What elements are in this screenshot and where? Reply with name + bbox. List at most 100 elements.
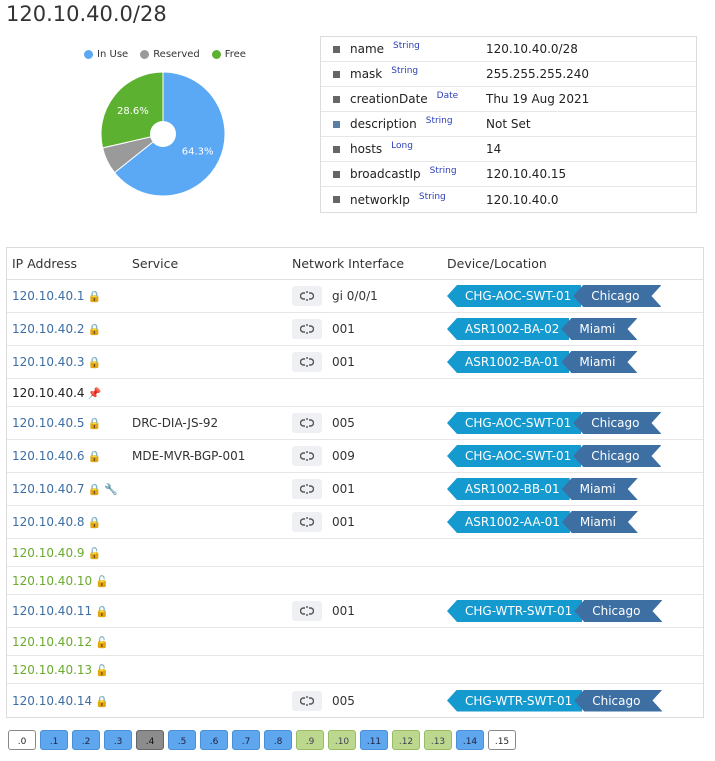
pager-cell-3[interactable]: .3 [104,730,132,750]
pager-cell-5[interactable]: .5 [168,730,196,750]
location-tag[interactable]: Chicago [574,600,662,622]
ip-address-link[interactable]: 120.10.40.8 [12,515,85,529]
interface-name: 001 [332,604,355,618]
location-tag[interactable]: Miami [562,478,638,500]
pager-cell-8[interactable]: .8 [264,730,292,750]
legend-dot-icon [211,50,221,59]
pager-cell-6[interactable]: .6 [200,730,228,750]
pager-cell-7[interactable]: .7 [232,730,260,750]
header-network-interface[interactable]: Network Interface [292,256,405,271]
interface-name: gi 0/0/1 [332,289,378,303]
property-row-networkip: networkIp String 120.10.40.0 [321,187,696,212]
property-type: String [429,166,457,176]
link-icon[interactable] [292,512,322,532]
link-icon[interactable] [292,479,322,499]
property-type: Long [391,141,413,151]
pager-cell-4[interactable]: .4 [136,730,164,750]
ip-address-link[interactable]: 120.10.40.12 [12,634,93,649]
location-tag[interactable]: Chicago [574,690,662,712]
ip-cell: 120.10.40.6 🔒 [12,449,101,463]
pager-cell-12[interactable]: .12 [392,730,420,750]
device-tag[interactable]: ASR1002-BB-01 [447,478,570,500]
table-row[interactable]: 120.10.40.2 🔒 001 ASR1002-BA-02 Miami [7,313,703,346]
device-location-cell: CHG-WTR-SWT-01 Chicago [447,600,662,622]
ip-cell: 120.10.40.5 🔒 [12,416,101,430]
legend-item-in-use[interactable]: In Use [84,49,128,60]
ip-address-link[interactable]: 120.10.40.11 [12,604,93,618]
device-tag[interactable]: CHG-WTR-SWT-01 [447,689,583,712]
ip-address-link[interactable]: 120.10.40.2 [12,322,85,336]
table-row[interactable]: 120.10.40.14 🔒 005 CHG-WTR-SWT-01 Chicago [7,684,703,717]
chart-legend: In Use Reserved Free [55,49,275,60]
ip-address-link[interactable]: 120.10.40.6 [12,449,85,463]
device-tag[interactable]: ASR1002-AA-01 [447,511,570,533]
ip-cell: 120.10.40.9 🔓 [12,546,101,560]
pager-cell-11[interactable]: .11 [360,730,388,750]
table-row[interactable]: 120.10.40.4 📌 [7,379,703,407]
pager-cell-0[interactable]: .0 [8,730,36,750]
pie-slice-free[interactable] [100,71,164,149]
pager-cell-13[interactable]: .13 [424,730,452,750]
link-icon[interactable] [292,352,322,372]
table-row[interactable]: 120.10.40.13 🔓 [7,656,703,684]
table-row[interactable]: 120.10.40.7 🔒 🔧 001 ASR1002-BB-01 Miami [7,473,703,506]
location-tag[interactable]: Chicago [573,285,661,307]
lock-icon: 🔒 [87,516,102,529]
link-icon[interactable] [292,413,322,433]
location-tag[interactable]: Miami [561,318,637,340]
ip-address-link[interactable]: 120.10.40.9 [12,545,85,560]
ip-address-link[interactable]: 120.10.40.14 [12,693,93,708]
header-ip-address[interactable]: IP Address [12,256,77,271]
link-icon[interactable] [292,319,322,339]
device-tag[interactable]: ASR1002-BA-02 [447,318,570,340]
ip-address-link[interactable]: 120.10.40.13 [12,662,93,677]
location-tag[interactable]: Miami [562,511,638,533]
table-row[interactable]: 120.10.40.11 🔒 001 CHG-WTR-SWT-01 Chicago [7,595,703,628]
property-row-creationdate: creationDate Date Thu 19 Aug 2021 [321,87,696,112]
table-row[interactable]: 120.10.40.6 🔒 MDE-MVR-BGP-001 009 CHG-AOC-SW… [7,440,703,473]
network-interface-cell: 001 [292,352,355,372]
ip-cell: 120.10.40.10 🔓 [12,574,109,588]
property-key: creationDate [350,92,428,106]
device-tag[interactable]: CHG-AOC-SWT-01 [447,445,582,467]
device-tag[interactable]: ASR1002-BA-01 [447,351,570,373]
device-location-cell: CHG-AOC-SWT-01 Chicago [447,445,661,467]
pager-cell-2[interactable]: .2 [72,730,100,750]
table-row[interactable]: 120.10.40.5 🔒 DRC-DIA-JS-92 005 CHG-AOC-SWT-… [7,407,703,440]
legend-item-free[interactable]: Free [211,49,246,60]
interface-name: 001 [332,355,355,369]
location-tag[interactable]: Chicago [573,445,661,467]
pager-cell-1[interactable]: .1 [40,730,68,750]
table-row[interactable]: 120.10.40.8 🔒 001 ASR1002-AA-01 Miami [7,506,703,539]
header-device-location[interactable]: Device/Location [447,256,547,271]
device-location-cell: ASR1002-BA-01 Miami [447,351,637,373]
table-row[interactable]: 120.10.40.10 🔓 [7,567,703,595]
table-row[interactable]: 120.10.40.9 🔓 [7,539,703,567]
link-icon[interactable] [292,690,322,711]
ip-address-link[interactable]: 120.10.40.7 [12,482,85,496]
ip-address-link[interactable]: 120.10.40.10 [12,573,93,588]
location-tag[interactable]: Miami [561,351,637,373]
pager-cell-9[interactable]: .9 [296,730,324,750]
pager-cell-15[interactable]: .15 [488,730,516,750]
legend-item-reserved[interactable]: Reserved [140,49,200,60]
table-row[interactable]: 120.10.40.3 🔒 001 ASR1002-BA-01 Miami [7,346,703,379]
device-tag[interactable]: CHG-WTR-SWT-01 [447,600,583,622]
link-icon[interactable] [292,446,322,466]
device-tag[interactable]: CHG-AOC-SWT-01 [447,412,582,434]
table-row[interactable]: 120.10.40.1 🔒 gi 0/0/1 CHG-AOC-SWT-01 Chicag… [7,280,703,313]
ip-address-link[interactable]: 120.10.40.4 [12,385,85,400]
ip-address-link[interactable]: 120.10.40.3 [12,355,85,369]
ip-address-link[interactable]: 120.10.40.1 [12,289,85,303]
device-tag[interactable]: CHG-AOC-SWT-01 [447,285,582,307]
link-icon[interactable] [292,601,322,621]
link-icon[interactable] [292,286,322,306]
table-row[interactable]: 120.10.40.12 🔓 [7,628,703,656]
pager-cell-14[interactable]: .14 [456,730,484,750]
pager-cell-10[interactable]: .10 [328,730,356,750]
property-key: name [350,42,385,56]
location-tag[interactable]: Chicago [573,412,661,434]
legend-label: In Use [97,49,129,60]
ip-address-link[interactable]: 120.10.40.5 [12,416,85,430]
header-service[interactable]: Service [132,256,179,271]
